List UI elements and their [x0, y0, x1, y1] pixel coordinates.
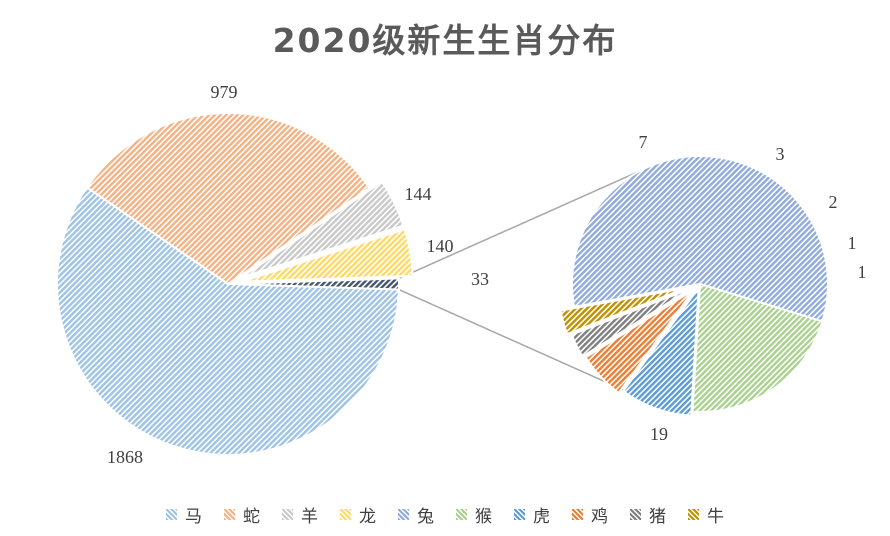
legend-label: 兔: [417, 507, 434, 527]
main-data-label-1: 33: [471, 269, 489, 289]
secondary-data-label-1: 19: [650, 424, 668, 444]
legend-item-6: 猴: [456, 502, 492, 527]
legend: 马蛇羊龙兔猴虎鸡猪牛: [0, 502, 890, 527]
main-slice-3: [85, 112, 371, 286]
legend-swatch: [456, 509, 467, 520]
legend-label: 马: [185, 507, 202, 527]
legend-swatch: [398, 509, 409, 520]
main-slice-4: [240, 180, 405, 279]
main-slice-2: [56, 185, 400, 456]
legend-item-7: 虎: [514, 502, 550, 527]
legend-swatch: [630, 509, 641, 520]
legend-item-4: 龙: [340, 502, 376, 527]
secondary-slice-4: [584, 288, 695, 395]
main-data-label-2: 1868: [107, 447, 143, 467]
legend-swatch: [224, 509, 235, 520]
main-pie: [56, 112, 414, 456]
legend-swatch: [688, 509, 699, 520]
main-data-label-4: 144: [405, 184, 432, 204]
legend-item-8: 鸡: [572, 502, 608, 527]
legend-label: 猪: [649, 507, 666, 527]
legend-label: 蛇: [243, 507, 260, 527]
data-labels: 33 1868 979 144 140 19 7 3 2 11: [107, 82, 867, 467]
legend-swatch: [572, 509, 583, 520]
secondary-data-label-4: 2: [829, 192, 838, 212]
legend-label: 牛: [707, 507, 724, 527]
legend-label: 羊: [301, 507, 318, 527]
secondary-data-label-5: 1: [848, 233, 857, 253]
legend-swatch: [514, 509, 525, 520]
legend-item-9: 猪: [630, 502, 666, 527]
legend-item-2: 蛇: [224, 502, 260, 527]
legend-label: 龙: [359, 507, 376, 527]
main-data-label-3: 979: [211, 82, 238, 102]
legend-item-5: 兔: [398, 502, 434, 527]
secondary-slice-2: [691, 282, 824, 413]
legend-label: 猴: [475, 507, 492, 527]
legend-item-3: 羊: [282, 502, 318, 527]
chart-title: 2020级新生生肖分布: [272, 21, 618, 60]
legend-swatch: [340, 509, 351, 520]
legend-item-10: 牛: [688, 502, 724, 527]
connector-line-top: [398, 170, 641, 280]
secondary-pie: [559, 155, 829, 417]
legend-label: 虎: [533, 507, 550, 527]
legend-swatch: [166, 509, 177, 520]
secondary-slice-1: [571, 155, 829, 323]
main-slice-5: [241, 228, 414, 283]
secondary-slice-5: [570, 287, 692, 358]
secondary-slice-3: [621, 284, 700, 417]
secondary-data-label-3: 3: [776, 144, 785, 164]
legend-item-1: 马: [166, 502, 202, 527]
secondary-data-label-6: 1: [858, 262, 867, 282]
secondary-slice-6: [559, 286, 687, 336]
legend-label: 鸡: [591, 507, 608, 527]
main-data-label-5: 140: [427, 236, 454, 256]
legend-swatch: [282, 509, 293, 520]
secondary-data-label-2: 7: [639, 132, 648, 152]
